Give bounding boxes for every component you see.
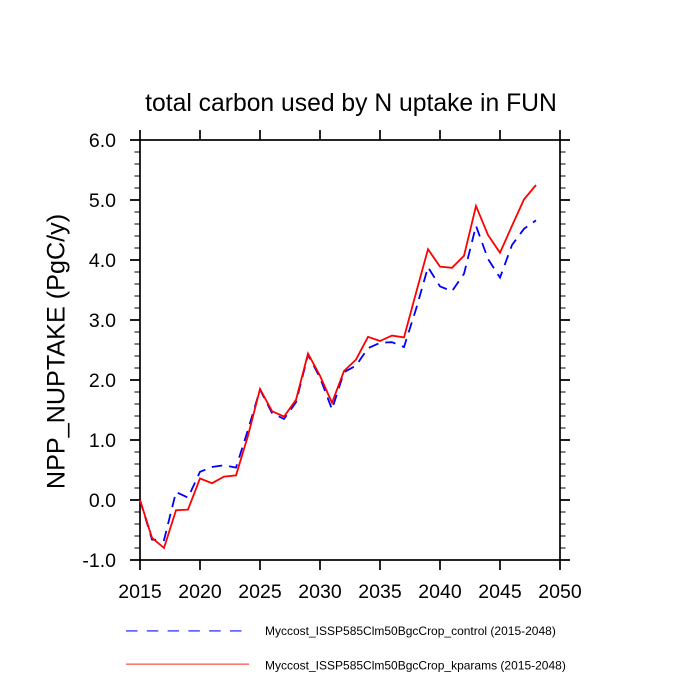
svg-text:-1.0: -1.0 <box>82 550 116 572</box>
svg-text:2.0: 2.0 <box>89 370 116 392</box>
svg-text:2015: 2015 <box>118 581 162 603</box>
svg-text:3.0: 3.0 <box>89 310 116 332</box>
svg-text:2020: 2020 <box>178 581 222 603</box>
svg-text:1.0: 1.0 <box>89 430 116 452</box>
svg-text:Myccost_ISSP585Clm50BgcCrop_co: Myccost_ISSP585Clm50BgcCrop_control (201… <box>265 624 556 638</box>
svg-text:2040: 2040 <box>418 581 462 603</box>
svg-text:5.0: 5.0 <box>89 190 116 212</box>
svg-text:2030: 2030 <box>298 581 342 603</box>
svg-text:2035: 2035 <box>358 581 402 603</box>
svg-text:6.0: 6.0 <box>89 130 116 152</box>
svg-text:0.0: 0.0 <box>89 490 116 512</box>
svg-text:4.0: 4.0 <box>89 250 116 272</box>
svg-text:2050: 2050 <box>538 581 582 603</box>
svg-text:NPP_NUPTAKE (PgC/y): NPP_NUPTAKE (PgC/y) <box>43 214 71 489</box>
svg-text:2045: 2045 <box>478 581 522 603</box>
svg-text:Myccost_ISSP585Clm50BgcCrop_kp: Myccost_ISSP585Clm50BgcCrop_kparams (201… <box>265 658 566 672</box>
svg-text:total carbon used by N uptake: total carbon used by N uptake in FUN <box>145 90 557 117</box>
svg-text:2025: 2025 <box>238 581 282 603</box>
